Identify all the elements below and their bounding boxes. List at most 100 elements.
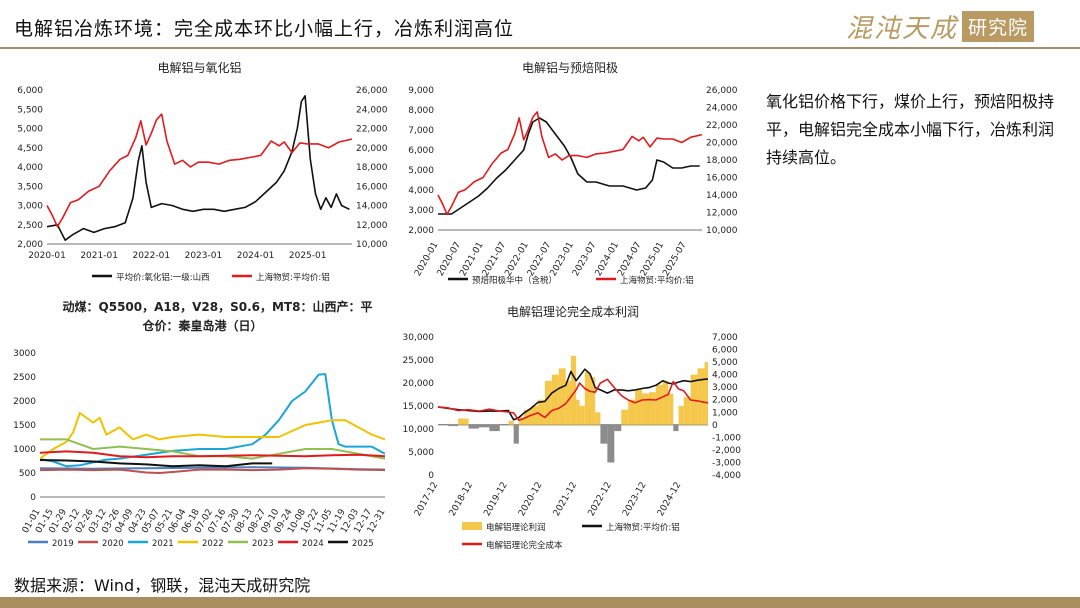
y2-tick-label: 24,000 (356, 105, 388, 115)
legend-label: 2022 (202, 539, 224, 549)
x-tick-label: 2021-01 (80, 251, 118, 261)
legend-label: 上海物贸:平均价:铝 (620, 275, 694, 286)
y2-tick-label: 12,000 (706, 209, 738, 219)
series-line- (437, 378, 709, 422)
y-tick-label: 3,000 (17, 202, 43, 212)
y-tick-label: 2,500 (17, 221, 43, 231)
chart-title: 电解铝与预焙阳极 (522, 60, 618, 75)
y2-tick-label: 0 (712, 421, 718, 431)
y2-tick-label: 22,000 (356, 125, 388, 135)
profit-bar (518, 417, 525, 425)
y-tick-label: 5,000 (408, 166, 434, 176)
legend-label: 预焙阳极华中（含税） (472, 275, 557, 286)
profit-bar (551, 374, 559, 425)
chart-title: 仓价：秦皇岛港（日） (141, 318, 262, 333)
y-tick-label: 500 (19, 469, 36, 479)
profit-bar (673, 424, 679, 432)
y2-tick-label: 1,000 (712, 408, 738, 418)
profit-bar (508, 421, 514, 425)
profit-bar (513, 424, 519, 444)
profit-bar (595, 412, 601, 425)
data-source: 数据来源：Wind，钢联，混沌天成研究院 (14, 576, 311, 595)
profit-bar (579, 406, 585, 425)
legend-label: 平均价:氧化铝:一级:山西 (116, 272, 210, 283)
brand-name: 混沌天成 (846, 14, 959, 44)
legend-label: 电解铝理论利润 (486, 522, 546, 533)
brand-logo: 混沌天成 研究院 (846, 8, 1035, 45)
chart-title: 电解铝理论完全成本利润 (507, 304, 639, 319)
profit-bar (570, 355, 577, 425)
y-tick-label: 10,000 (403, 425, 435, 435)
legend-label: 2019 (52, 539, 74, 549)
y-tick-label: 0 (30, 493, 36, 503)
y-tick-label: 2500 (13, 373, 36, 383)
y2-tick-label: 14,000 (706, 191, 738, 201)
x-tick-label: 2023-12 (621, 481, 648, 519)
legend-label: 2021 (152, 539, 174, 549)
profit-bar (565, 380, 571, 425)
legend-label: 2024 (302, 539, 324, 549)
y-tick-label: 20,000 (403, 379, 435, 389)
chart-title: 电解铝与氧化铝 (157, 60, 241, 75)
legend-label: 上海物贸:平均价:铝 (256, 272, 330, 283)
series-line- (437, 111, 703, 216)
y2-tick-label: 14,000 (356, 202, 388, 212)
x-tick-label: 2021-12 (552, 481, 579, 519)
profit-bar (668, 393, 674, 425)
y2-tick-label: 2,000 (712, 396, 738, 406)
series-line- (437, 368, 709, 421)
profit-bar (614, 424, 622, 432)
y2-tick-label: 10,000 (356, 240, 388, 250)
y-tick-label: 25,000 (403, 356, 435, 366)
profit-bar (642, 393, 650, 425)
legend-label: 2025 (352, 539, 374, 549)
y2-tick-label: 24,000 (706, 104, 738, 114)
profit-bar (704, 362, 708, 425)
y-tick-label: 4,500 (17, 144, 43, 154)
legend-swatch (462, 522, 482, 530)
profit-bar (531, 406, 538, 425)
profit-bar (447, 424, 459, 427)
y-tick-label: 2,000 (408, 226, 434, 236)
y2-tick-label: -1,000 (712, 433, 741, 443)
legend-label: 上海物贸:平均价:铝 (606, 522, 680, 533)
series-line- (438, 117, 700, 215)
x-tick-label: 2020-01 (28, 251, 66, 261)
y-tick-label: 2000 (13, 397, 36, 407)
x-tick-label: 2020-12 (517, 481, 544, 519)
profit-bar (489, 424, 500, 432)
profit-bar (576, 399, 580, 425)
profit-bar (662, 380, 669, 425)
y-tick-label: 0 (428, 471, 434, 481)
x-tick-label: 2024-01 (237, 251, 275, 261)
profit-bar (678, 406, 684, 425)
profit-bar (635, 389, 643, 425)
y2-tick-label: 20,000 (356, 144, 388, 154)
profit-bar (544, 380, 552, 425)
x-tick-label: 2018-12 (448, 481, 475, 519)
x-tick-label: 2022-12 (587, 481, 614, 519)
x-tick-label: 2023-01 (185, 251, 223, 261)
series-line-2024 (39, 450, 386, 459)
series-line-2021 (39, 373, 386, 468)
y-tick-label: 1000 (13, 445, 36, 455)
y-tick-label: 5,000 (408, 448, 434, 458)
series-line-2025 (39, 459, 273, 468)
y2-tick-label: 16,000 (706, 174, 738, 184)
x-tick-label: 2025-01 (289, 251, 327, 261)
series-line-2022 (39, 412, 386, 460)
profit-bar (621, 409, 629, 425)
charts-canvas: 电解铝与氧化铝 2,000 2,500 3,000 3,500 4,000 4,500 5,0… (13, 60, 741, 551)
series-line- (46, 113, 353, 228)
y2-tick-label: 26,000 (706, 86, 738, 96)
y2-tick-label: 12,000 (356, 221, 388, 231)
y-tick-label: 1500 (13, 421, 36, 431)
profit-bar (683, 397, 691, 425)
y2-tick-label: 4,000 (712, 371, 738, 381)
y-tick-label: 4,000 (408, 186, 434, 196)
x-tick-label: 2017-12 (413, 481, 440, 519)
y2-tick-label: 16,000 (356, 182, 388, 192)
y-tick-label: 7,000 (408, 126, 434, 136)
y2-tick-label: 20,000 (706, 139, 738, 149)
x-tick-label: 2022-01 (132, 251, 170, 261)
